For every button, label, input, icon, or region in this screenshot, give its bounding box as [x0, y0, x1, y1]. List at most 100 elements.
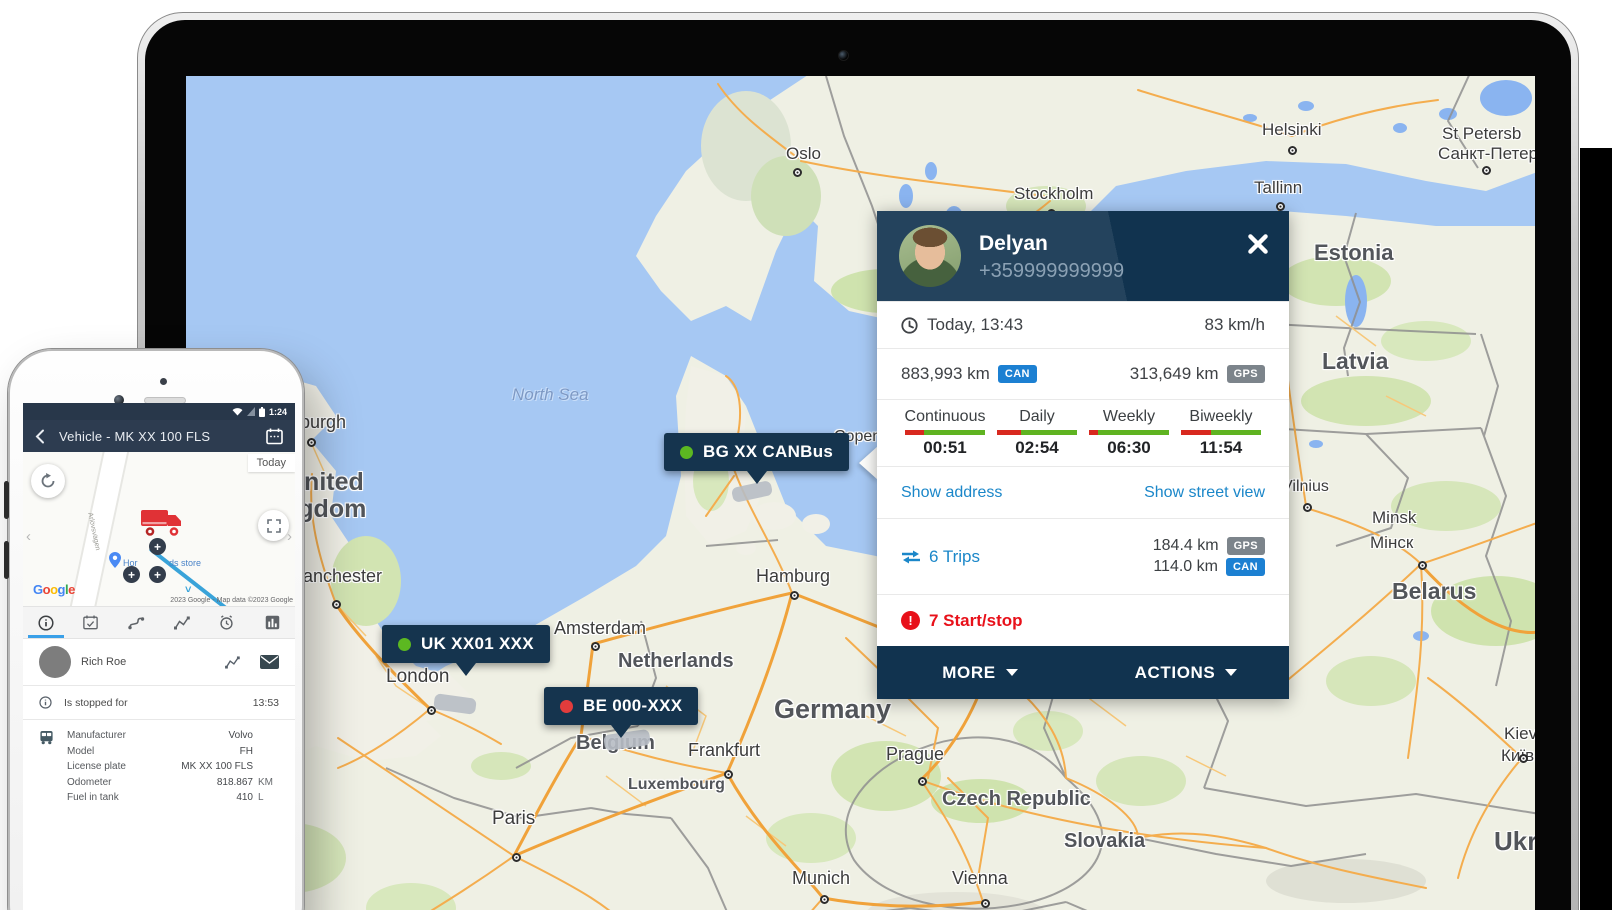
pan-right-chevron[interactable]: ›	[287, 528, 292, 545]
fullscreen-button[interactable]	[258, 510, 289, 541]
webcam-icon	[838, 50, 849, 61]
vehicle-marker[interactable]: UK XX01 XXX	[382, 625, 550, 676]
info-icon	[39, 696, 52, 709]
map-canvas[interactable]: Oslo Stockholm Helsinki Tallinn St Petersb Са…	[186, 76, 1535, 910]
actions-button[interactable]: ACTIONS	[1083, 646, 1289, 699]
bus-icon	[40, 730, 53, 745]
volume-button	[4, 481, 9, 519]
city-dot	[820, 895, 829, 904]
trips-can-line: 114.0 km CAN	[1153, 558, 1265, 576]
city-label: Helsinki	[1262, 120, 1322, 139]
detail-value: 818.867	[216, 776, 253, 788]
stopped-status-row: Is stopped for 13:53	[23, 686, 295, 719]
detail-label: License plate	[67, 761, 126, 773]
city-dot	[591, 642, 600, 651]
signal-icon	[246, 407, 255, 416]
trips-count: 6 Trips	[929, 546, 981, 566]
vehicle-details: Manufacturer Volvo Model FH License plate MK …	[23, 720, 295, 816]
city-dot	[724, 770, 733, 779]
vehicle-plate-label: UK XX01 XXX	[421, 634, 534, 653]
counter-bar-remaining	[1021, 430, 1077, 435]
map-attribution: 2023 Google - Map data ©2023 Google	[170, 597, 293, 604]
gps-badge: GPS	[1226, 365, 1265, 383]
poi-label-right: ds store	[169, 558, 202, 568]
country-label: Czech Republic	[942, 788, 1091, 810]
detail-row: Fuel in tank 410 L	[39, 790, 279, 806]
close-icon[interactable]	[1245, 231, 1271, 257]
city-dot	[1482, 166, 1491, 175]
city-label: Мінск	[1370, 533, 1414, 552]
counter-bar	[1181, 430, 1261, 435]
route-chevron: ˅	[185, 584, 192, 596]
google-logo: Google	[33, 582, 75, 597]
sea-label: North Sea	[512, 385, 589, 404]
counter-label: Weekly	[1102, 408, 1156, 425]
detail-label: Odometer	[67, 776, 112, 788]
back-icon[interactable]	[35, 429, 45, 444]
more-button[interactable]: MORE	[877, 646, 1083, 699]
status-time: 1:24	[268, 406, 287, 417]
tab-track[interactable]	[159, 607, 204, 638]
trips-arrows-icon	[902, 550, 920, 563]
pan-left-chevron[interactable]: ‹	[26, 528, 31, 545]
calendar-icon[interactable]	[266, 428, 283, 445]
counter-bar-used	[997, 430, 1021, 435]
tab-bar	[23, 606, 295, 639]
start-stop-alerts[interactable]: ! 7 Start/stop	[877, 594, 1289, 646]
tab-trips[interactable]	[114, 607, 159, 638]
info-icon	[38, 614, 54, 631]
chevron-down-icon	[1005, 669, 1018, 676]
battery-icon	[258, 406, 265, 417]
route-point-marker[interactable]: +	[149, 538, 166, 555]
trips-link[interactable]: 6 Trips	[901, 547, 980, 567]
last-update-time: Today, 13:43	[927, 315, 1024, 334]
route-point-marker[interactable]: +	[149, 566, 166, 583]
envelope-icon[interactable]	[260, 655, 279, 669]
counter-bar	[905, 430, 985, 435]
divider	[23, 719, 295, 720]
city-label: Vilnius	[1282, 478, 1329, 495]
tab-info[interactable]	[23, 607, 68, 638]
volume-button	[4, 541, 9, 579]
alarm-clock-icon	[220, 615, 234, 630]
tab-alarms[interactable]	[204, 607, 249, 638]
tab-calendar[interactable]	[68, 607, 113, 638]
city-dot	[981, 899, 990, 908]
vehicle-marker[interactable]: BE 000-XXX	[544, 687, 699, 738]
date-chip[interactable]: Today	[247, 454, 295, 472]
detail-label: Model	[67, 745, 95, 757]
country-label: Belarus	[1392, 578, 1477, 604]
links-row: Show address Show street view	[877, 466, 1289, 518]
clock-icon	[901, 316, 918, 334]
show-address-link[interactable]: Show address	[901, 483, 1003, 501]
background-dark-strip	[1580, 148, 1612, 910]
city-dot	[1288, 146, 1297, 155]
truck-icon[interactable]	[141, 510, 183, 537]
counter-bar-used	[1181, 430, 1211, 435]
counter-label: Biweekly	[1189, 408, 1253, 425]
phone-mockup: 1:24 Vehicle - MK XX 100 FLS Arlövsvägen…	[4, 349, 304, 910]
vehicle-plate-label: BG XX CANBus	[703, 442, 834, 461]
phone-map[interactable]: Arlövsvägen Today ‹ ›	[23, 452, 295, 606]
status-dot-icon	[398, 637, 411, 651]
counter-time: 02:54	[1015, 438, 1059, 457]
current-speed: 83 km/h	[1204, 315, 1265, 334]
counter-time: 11:54	[1199, 438, 1243, 457]
counter-time: 00:51	[923, 438, 967, 457]
vehicle-marker[interactable]: BG XX CANBus	[664, 433, 850, 484]
city-dot	[512, 853, 521, 862]
trips-row: 6 Trips 184.4 km GPS 114.0 km CAN	[877, 518, 1289, 594]
city-label: Manchester	[288, 566, 383, 586]
city-dot	[332, 600, 341, 609]
route-point-marker[interactable]: +	[123, 566, 140, 583]
city-dot	[790, 591, 799, 600]
counter-label: Daily	[1019, 408, 1055, 425]
tab-reports[interactable]	[250, 607, 295, 638]
polyline-icon[interactable]	[225, 655, 240, 669]
refresh-button[interactable]	[31, 464, 65, 498]
detail-value: MK XX 100 FLS	[181, 761, 253, 773]
city-label: Oslo	[786, 144, 821, 163]
show-street-view-link[interactable]: Show street view	[1144, 483, 1265, 501]
popup-footer: MORE ACTIONS	[877, 646, 1289, 699]
